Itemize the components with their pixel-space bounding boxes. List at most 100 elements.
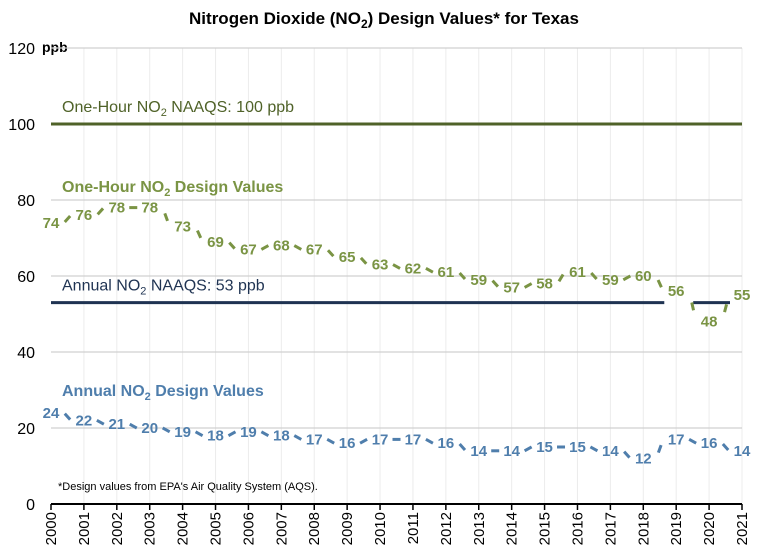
series-connector [723, 304, 729, 313]
data-label: 16 [701, 435, 718, 452]
series-connector [721, 443, 730, 451]
data-label: 60 [635, 268, 652, 285]
y-tick-label: 40 [17, 345, 35, 362]
series-connector [96, 419, 105, 426]
series-connector [161, 426, 171, 434]
series-connector [228, 241, 236, 250]
x-tick-label: 2016 [569, 512, 586, 545]
data-label: 18 [207, 428, 224, 445]
data-label: 69 [207, 234, 224, 251]
x-tick-label: 2004 [175, 512, 192, 545]
series-connector [690, 302, 695, 311]
data-label: 19 [240, 424, 257, 441]
data-label: 12 [635, 450, 652, 467]
series-connector [523, 282, 533, 289]
x-tick-label: 2010 [372, 512, 389, 545]
data-label: 65 [339, 249, 356, 266]
x-tick-label: 2002 [109, 512, 126, 545]
x-tick-label: 2007 [273, 512, 290, 545]
series-connector [359, 438, 368, 445]
data-label: 74 [43, 215, 60, 232]
x-tick-label: 2006 [240, 512, 257, 545]
series-connector [227, 430, 237, 437]
series-group: 74 76 78 78 73 69 67 68 67 65 63 62 61 59 57 58 61 59 60 56… [43, 179, 751, 467]
y-tick-label: 80 [17, 193, 35, 210]
data-label: 48 [701, 314, 718, 331]
data-label: 59 [470, 272, 487, 289]
data-label: 21 [108, 416, 125, 433]
x-tick-label: 2021 [734, 512, 751, 545]
data-label: 76 [76, 207, 93, 224]
axes: 0 20 40 60 80 100 120 2000 2001 2002 2003 2004 2005 2… [8, 41, 751, 545]
x-tick-label: 2000 [43, 512, 60, 545]
x-tick-label: 2017 [602, 512, 619, 545]
data-label: 55 [734, 287, 751, 304]
data-label: 14 [470, 443, 487, 460]
series-connector [260, 244, 270, 251]
series-connector [326, 249, 335, 258]
series-connector [425, 438, 434, 445]
series-connector [63, 412, 72, 421]
data-label: 17 [306, 431, 323, 448]
data-label: 18 [273, 428, 290, 445]
data-label: 57 [503, 279, 520, 296]
x-tick-label: 2019 [668, 512, 685, 545]
data-label: 15 [536, 439, 553, 456]
series-connector [557, 273, 565, 283]
data-label: 61 [569, 264, 586, 281]
x-tick-label: 2012 [438, 512, 455, 545]
series-connector [293, 244, 303, 251]
series-connector [63, 215, 72, 223]
data-label: 17 [372, 431, 389, 448]
chart-title: Nitrogen Dioxide (NO2) Design Values* fo… [189, 9, 579, 31]
annual-series-label: Annual NO2 Design Values [62, 383, 264, 403]
series-connector [656, 279, 663, 288]
series-connector [194, 430, 204, 437]
data-label: 19 [174, 424, 191, 441]
x-tick-label: 2003 [142, 512, 159, 545]
x-tick-label: 2005 [208, 512, 225, 545]
y-tick-label: 20 [17, 421, 35, 438]
data-label: 16 [339, 435, 356, 452]
x-tick-label: 2011 [405, 512, 422, 544]
data-label: 61 [438, 264, 455, 281]
reference-lines: One-Hour NO2 NAAQS: 100 ppb Annual NO2 NA… [51, 99, 742, 305]
data-label: 14 [503, 443, 520, 460]
y-tick-label: 120 [8, 41, 35, 58]
y-tick-label: 0 [26, 497, 35, 514]
series-connector [359, 256, 368, 265]
series-connector [196, 229, 203, 239]
series-connector [260, 430, 270, 437]
series-connector [96, 207, 105, 216]
data-label: 14 [602, 443, 619, 460]
y-tick-label: 100 [8, 117, 35, 134]
one-hour-naaqs-label: One-Hour NO2 NAAQS: 100 ppb [62, 99, 294, 119]
series-connector [589, 445, 599, 453]
data-label: 17 [405, 431, 422, 448]
series-connector [458, 443, 467, 451]
series-connector [163, 212, 169, 222]
annual-series: 24 22 21 20 19 18 19 18 17 16 17 17 16 14 14 15 15 14 12 17… [43, 383, 751, 467]
series-connector [491, 279, 500, 288]
data-label: 58 [536, 276, 553, 293]
data-label: 68 [273, 238, 290, 255]
y-tick-label: 60 [17, 269, 35, 286]
one-hour-series: 74 76 78 78 73 69 67 68 67 65 63 62 61 59 57 58 61 59 60 56… [43, 179, 751, 331]
series-connector [392, 263, 401, 270]
data-label: 59 [602, 272, 619, 289]
series-connector [590, 272, 598, 280]
data-label: 24 [43, 405, 60, 422]
data-label: 78 [141, 200, 158, 217]
series-connector [656, 444, 663, 454]
series-connector [622, 274, 632, 282]
data-label: 62 [405, 260, 422, 277]
series-connector [293, 434, 303, 441]
x-tick-label: 2008 [306, 512, 323, 545]
data-label: 20 [141, 420, 158, 437]
data-label: 22 [76, 412, 93, 429]
series-connector [458, 272, 467, 280]
series-connector [523, 445, 533, 453]
annual-naaqs-label: Annual NO2 NAAQS: 53 ppb [62, 278, 265, 298]
x-tick-label: 2018 [635, 512, 652, 545]
